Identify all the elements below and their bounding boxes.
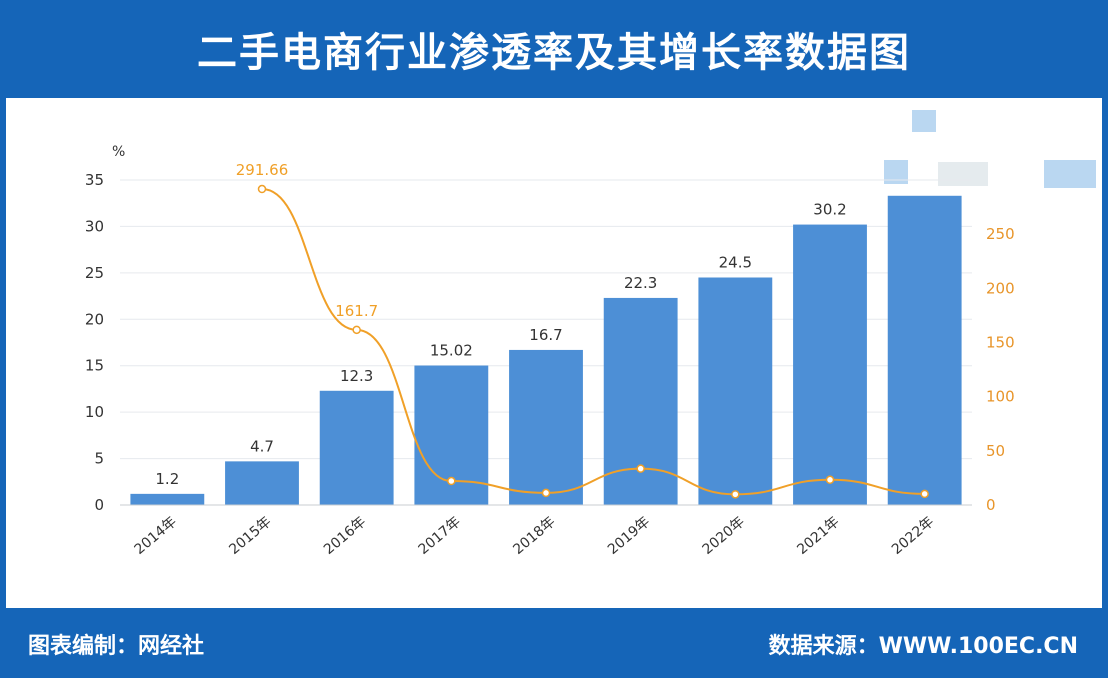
- bar-value-label: 24.5: [719, 254, 752, 272]
- bar: [603, 297, 678, 505]
- y-left-tick-label: 20: [85, 310, 104, 328]
- x-tick-label: 2022年: [889, 514, 937, 558]
- bar: [509, 349, 583, 505]
- chart-title: 二手电商行业渗透率及其增长率数据图: [197, 30, 911, 76]
- footer-source: 数据来源：WWW.100EC.CN: [768, 634, 1078, 659]
- bar-value-label: 1.2: [155, 470, 179, 488]
- growth-point: [825, 475, 835, 485]
- growth-point: [352, 325, 361, 335]
- growth-point: [636, 464, 645, 473]
- y-left-tick-label: 35: [85, 171, 104, 189]
- bar-value-label: 4.7: [250, 437, 274, 455]
- growth-value-label: 291.66: [236, 161, 289, 179]
- x-tick-label: 2021年: [794, 514, 842, 558]
- x-tick-label: 2016年: [321, 514, 369, 558]
- legend-swatch-4: [1044, 160, 1096, 188]
- title-bar: 二手电商行业渗透率及其增长率数据图: [0, 0, 1108, 98]
- x-tick-label: 2020年: [700, 514, 748, 558]
- y-right-tick-label: 50: [986, 442, 1005, 460]
- y-left-tick-label: 15: [85, 357, 104, 375]
- footer-credit: 图表编制：网经社: [28, 634, 205, 659]
- legend-swatch-3: [938, 162, 988, 186]
- bar: [793, 224, 867, 506]
- x-tick-label: 2018年: [510, 514, 558, 558]
- legend-swatch-1: [912, 110, 936, 132]
- bar-value-label: 30.2: [813, 201, 846, 219]
- bar-value-label: 22.3: [624, 274, 657, 292]
- y-left-tick-label: 5: [94, 450, 104, 468]
- x-tick-label: 2015年: [226, 514, 274, 558]
- growth-value-label: 161.7: [335, 302, 378, 320]
- growth-point: [257, 184, 267, 194]
- bar: [130, 493, 205, 505]
- y-right-tick-label: 250: [986, 225, 1015, 243]
- bar: [887, 195, 962, 506]
- bar-value-label: 16.7: [529, 326, 562, 344]
- y-left-unit: %: [112, 144, 125, 160]
- y-left-tick-label: 25: [85, 264, 104, 282]
- growth-point: [541, 488, 551, 498]
- y-left-tick-label: 10: [85, 403, 104, 421]
- bar: [225, 461, 299, 505]
- bar: [319, 390, 394, 505]
- growth-point: [447, 476, 456, 486]
- y-right-tick-label: 150: [986, 334, 1015, 352]
- footer-bar: 图表编制：网经社 数据来源：WWW.100EC.CN: [0, 608, 1108, 678]
- bar: [698, 277, 773, 505]
- y-right-tick-label: 0: [986, 496, 996, 514]
- y-right-tick-label: 100: [986, 388, 1015, 406]
- bar-value-label: 15.02: [430, 342, 473, 360]
- y-left-tick-label: 30: [85, 217, 104, 235]
- x-tick-label: 2014年: [132, 514, 180, 558]
- x-tick-label: 2019年: [605, 514, 653, 558]
- x-tick-label: 2017年: [416, 514, 464, 558]
- growth-point: [920, 489, 929, 499]
- bar-value-label: 12.3: [340, 367, 373, 385]
- growth-point: [731, 490, 740, 499]
- y-right-tick-label: 200: [986, 279, 1015, 297]
- y-left-tick-label: 0: [94, 496, 104, 514]
